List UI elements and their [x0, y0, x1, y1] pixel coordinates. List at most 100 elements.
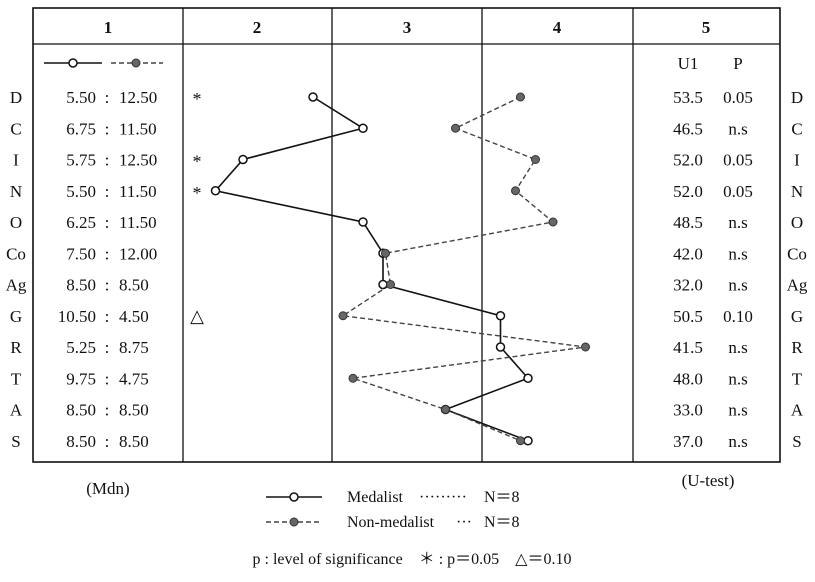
column-header-4: 4 [553, 18, 562, 37]
median-separator: : [105, 244, 110, 263]
median-medalist: 9.75 [66, 369, 96, 388]
p-value: n.s [728, 369, 747, 388]
non-medalist-point [338, 311, 348, 321]
legend-non-medalist-dots: ··· [456, 514, 472, 531]
non-medalist-point [348, 373, 358, 383]
scale-label-right: G [791, 307, 803, 326]
medalist-key-marker [68, 58, 78, 68]
u-value: 48.0 [673, 369, 703, 388]
medalist-point [358, 217, 368, 227]
median-non-medalist: 12.50 [119, 151, 157, 170]
legend-non-medalist-marker [289, 517, 299, 527]
median-separator: : [105, 432, 110, 451]
median-non-medalist: 11.50 [119, 119, 157, 138]
median-separator: : [105, 401, 110, 420]
medalist-point [378, 279, 388, 290]
legend-medalist-dots: ········· [419, 489, 467, 506]
scale-label-right: D [791, 88, 803, 107]
non-medalist-point [511, 186, 520, 196]
u-value: 32.0 [673, 276, 703, 295]
legend-non-medalist-name: Non-medalist [347, 514, 435, 531]
scale-label-left: R [10, 338, 22, 357]
footnote: p : level of significance ＊ : p＝0.05 △＝0… [253, 551, 572, 568]
scale-label-right: T [792, 369, 803, 388]
u-value: 52.0 [673, 182, 703, 201]
median-separator: : [105, 338, 110, 357]
median-medalist: 8.50 [66, 276, 96, 295]
mdn-label: (Mdn) [86, 479, 129, 498]
table-frame [32, 7, 781, 463]
median-medalist: 10.50 [58, 307, 96, 326]
non-medalist-point [531, 155, 540, 164]
medalist-point [523, 373, 533, 383]
non-medalist-point [548, 217, 558, 227]
median-non-medalist: 8.50 [119, 276, 149, 295]
non-medalist-key-marker [131, 58, 141, 68]
u-value: 46.5 [673, 119, 703, 138]
scale-label-right: R [791, 338, 803, 357]
medalist-point [495, 311, 506, 321]
median-non-medalist: 11.50 [119, 213, 157, 232]
p-value: n.s [728, 401, 747, 420]
median-separator: : [105, 182, 110, 201]
scale-label-right: I [794, 151, 800, 170]
table-rows: D D5.50:12.50 * 53.5 0.05C C6.75:11.50 46.5 n.s… [6, 88, 808, 451]
non-medalist-point [386, 280, 395, 289]
scale-label-left: I [13, 151, 19, 170]
scale-label-right: A [791, 401, 804, 420]
p-header: P [733, 54, 742, 73]
p-value: n.s [728, 338, 747, 357]
p-value: n.s [728, 244, 747, 263]
u-value: 52.0 [673, 151, 703, 170]
significance-mark: * [193, 152, 202, 172]
median-medalist: 8.50 [66, 401, 96, 420]
medalist-point [523, 436, 533, 446]
p-value: 0.10 [723, 307, 753, 326]
median-non-medalist: 4.75 [119, 369, 149, 388]
scale-label-left: C [10, 119, 21, 138]
scale-label-right: S [792, 432, 801, 451]
median-separator: : [105, 213, 110, 232]
scale-label-right: Co [787, 244, 807, 263]
column-header-1: 1 [104, 18, 113, 37]
p-value: n.s [728, 432, 747, 451]
scale-label-right: C [791, 119, 802, 138]
u-value: 41.5 [673, 338, 703, 357]
bottom-legend: Medalist ········· N＝8 Non-medalist ··· … [266, 489, 520, 531]
median-non-medalist: 12.00 [119, 244, 157, 263]
scale-label-left: G [10, 307, 22, 326]
u-value: 33.0 [673, 401, 703, 420]
medalist-point [210, 186, 221, 196]
median-separator: : [105, 119, 110, 138]
legend-medalist-n: N＝8 [484, 489, 520, 506]
median-separator: : [105, 88, 110, 107]
scale-label-right: O [791, 213, 803, 232]
median-medalist: 5.50 [66, 182, 96, 201]
column-header-5: 5 [702, 18, 711, 37]
median-medalist: 7.50 [66, 244, 96, 263]
significance-mark: △ [190, 306, 204, 326]
legend-medalist-marker [289, 492, 299, 502]
scale-label-left: D [10, 88, 22, 107]
column-header-2: 2 [253, 18, 262, 37]
median-medalist: 8.50 [66, 432, 96, 451]
median-separator: : [105, 369, 110, 388]
u-value: 37.0 [673, 432, 703, 451]
significance-mark: * [193, 89, 202, 109]
p-value: n.s [728, 119, 747, 138]
medalist-series-line [213, 96, 530, 442]
non-medalist-point [581, 342, 590, 352]
medalist-point [358, 123, 368, 133]
scale-label-right: N [791, 182, 803, 201]
u-value: 42.0 [673, 244, 703, 263]
scale-label-left: Ag [6, 276, 27, 295]
legend-medalist-name: Medalist [347, 489, 404, 506]
median-non-medalist: 8.50 [119, 401, 149, 420]
profile-plot [210, 92, 590, 446]
non-medalist-point [451, 123, 460, 133]
scale-label-left: N [10, 182, 22, 201]
scale-label-left: O [10, 213, 22, 232]
p-value: n.s [728, 276, 747, 295]
non-medalist-point [441, 405, 450, 414]
